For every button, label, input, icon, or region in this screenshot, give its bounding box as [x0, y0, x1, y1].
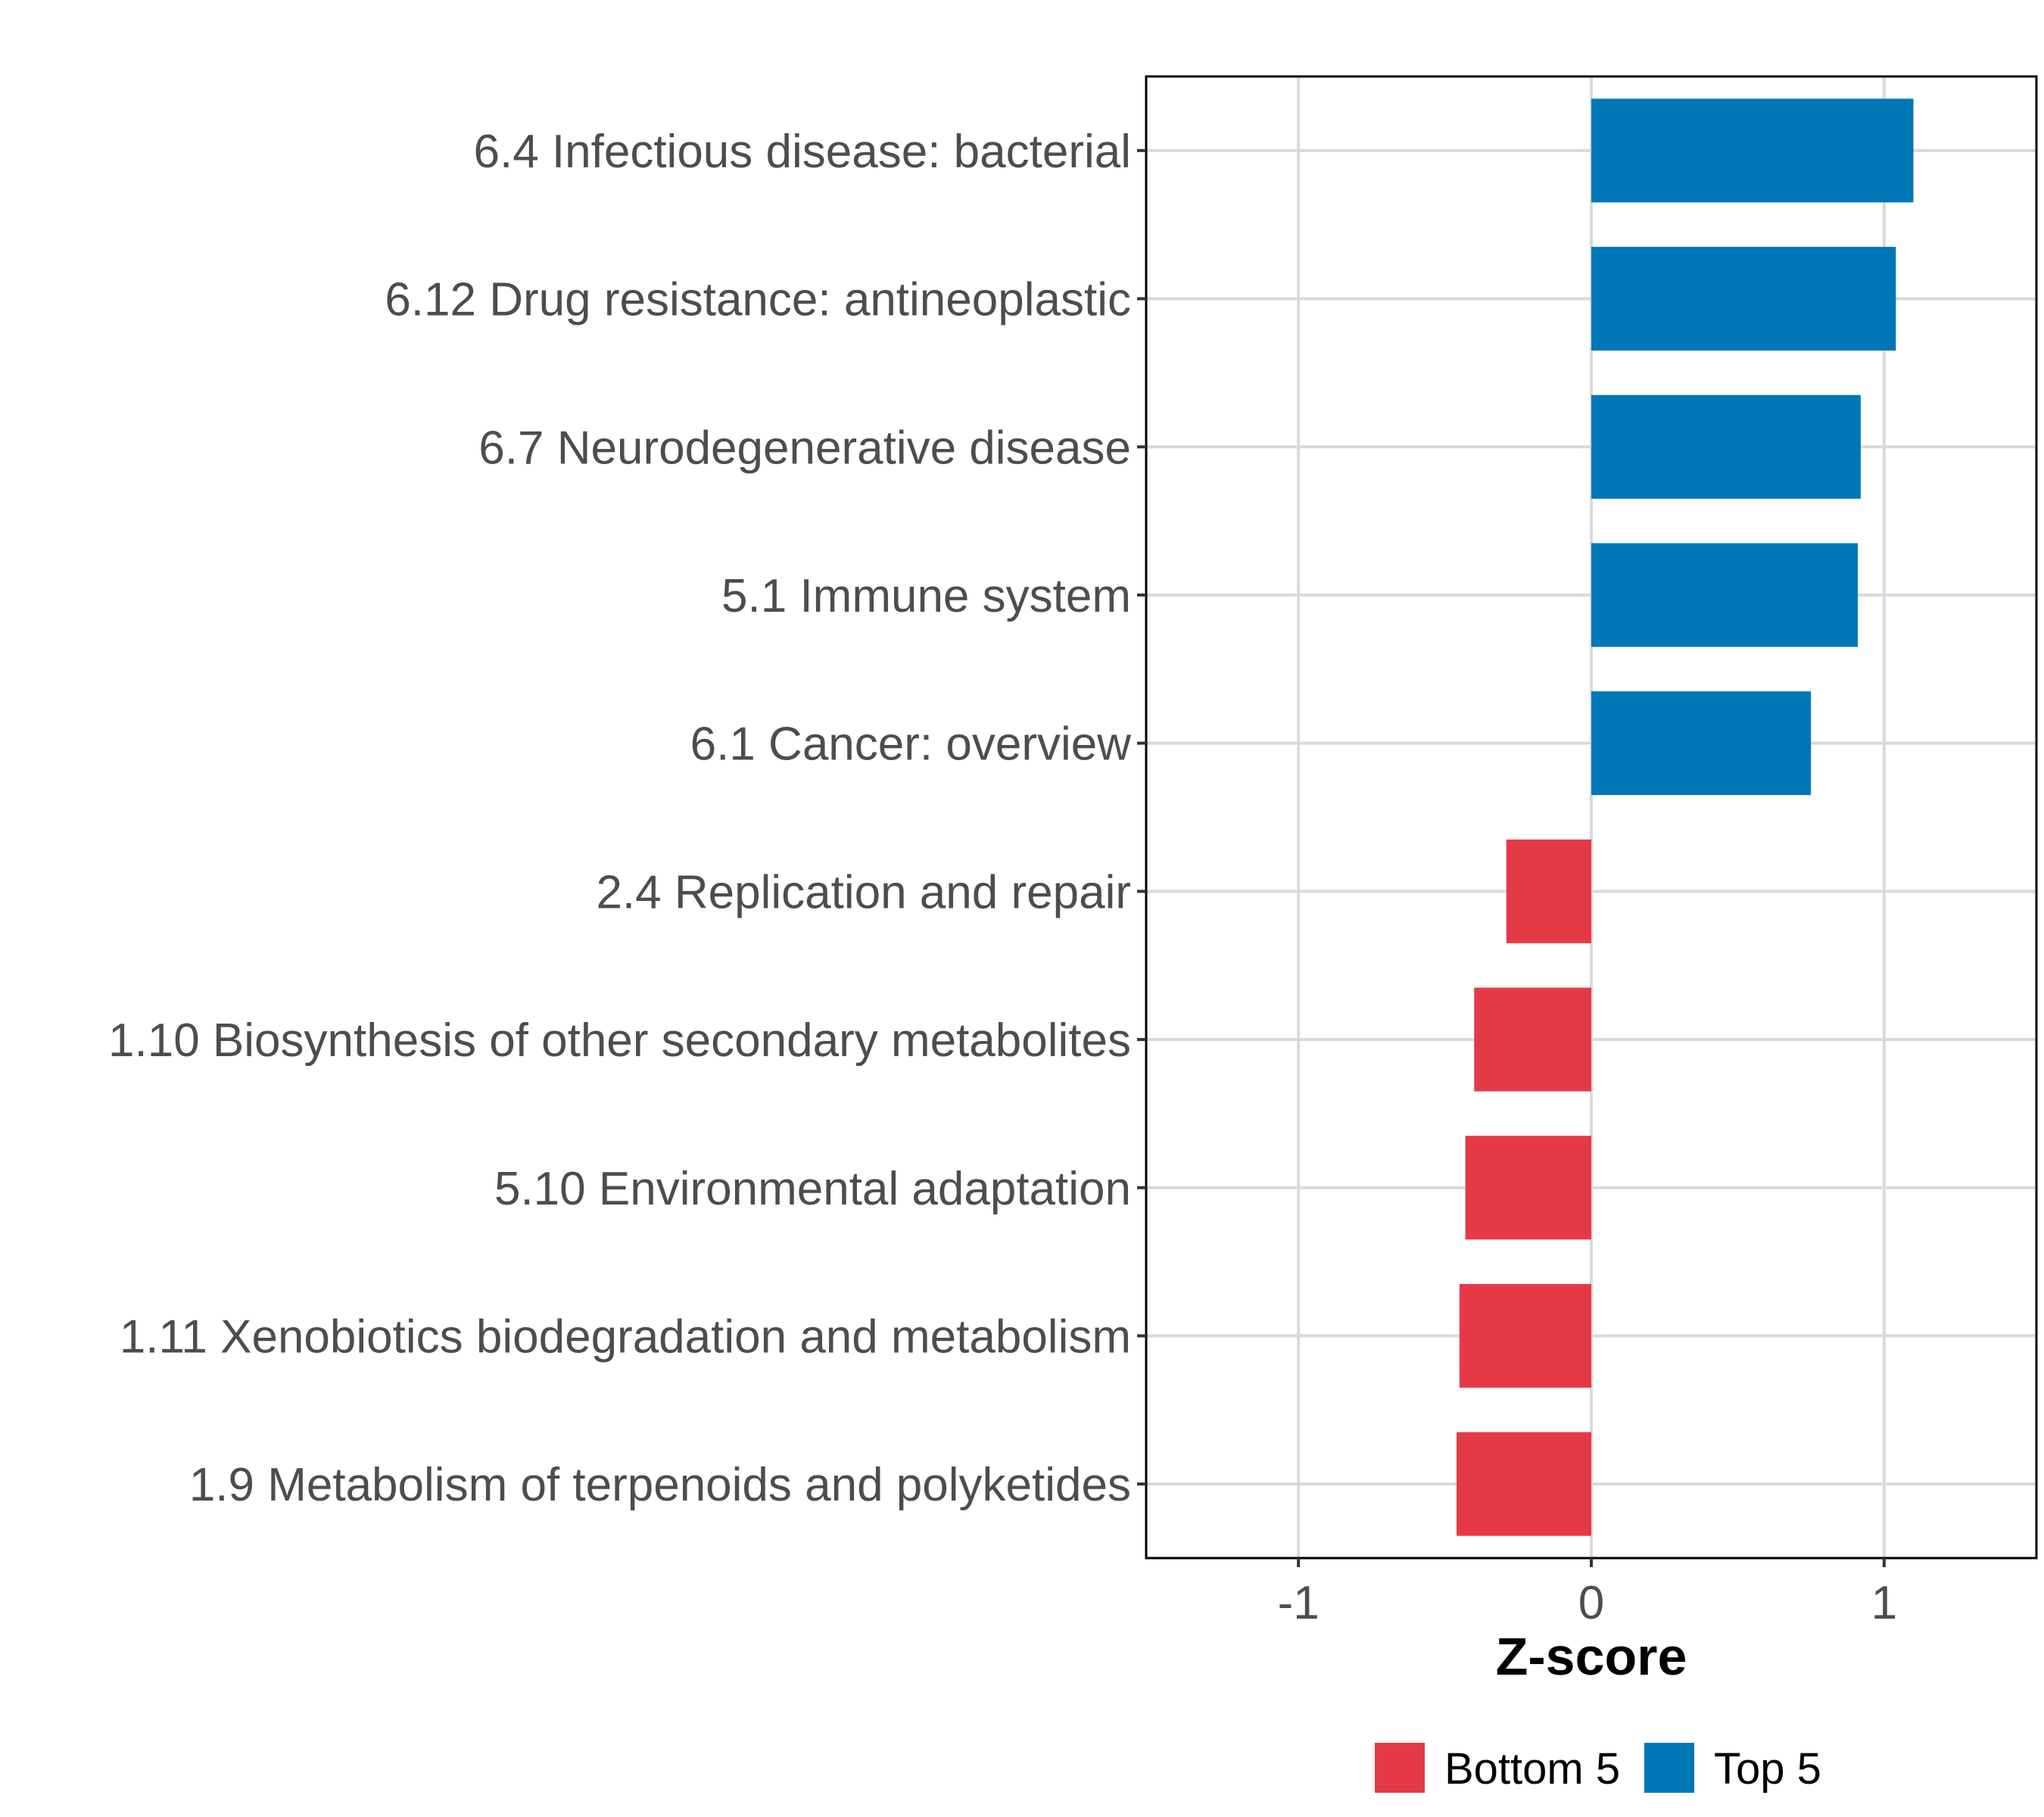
category-label: 5.10 Environmental adaptation: [494, 1163, 1131, 1215]
category-label: 6.7 Neurodegenerative disease: [478, 422, 1131, 474]
bar-6: [1506, 839, 1591, 943]
bar-8: [1465, 1136, 1591, 1240]
y-axis-ticks: 6.4 Infectious disease: bacterial 6.12 Dr…: [108, 126, 1146, 1511]
bar-5: [1591, 691, 1812, 796]
legend-key-1: [1375, 1743, 1425, 1793]
category-label: 1.11 Xenobiotics biodegradation and meta…: [120, 1311, 1131, 1363]
x-tick-label: -1: [1278, 1577, 1320, 1629]
category-label: 6.4 Infectious disease: bacterial: [473, 126, 1131, 178]
category-label: 5.1 Immune system: [721, 570, 1131, 622]
category-label: 1.10 Biosynthesis of other secondary met…: [108, 1014, 1131, 1067]
x-axis-title: Z-score: [1496, 1627, 1687, 1686]
x-tick-label: 1: [1871, 1577, 1897, 1629]
category-label: 6.12 Drug resistance: antineoplastic: [385, 274, 1131, 326]
bar-9: [1459, 1283, 1591, 1388]
bar-7: [1474, 987, 1591, 1092]
category-label: 2.4 Replication and repair: [596, 866, 1131, 918]
bar-10: [1457, 1432, 1591, 1536]
legend: Bottom 5 Top 5: [1375, 1743, 1821, 1794]
bar-3: [1591, 394, 1861, 499]
x-axis-ticks: -1 0 1: [1278, 1558, 1897, 1629]
bar-2: [1591, 247, 1896, 351]
legend-label: Bottom 5: [1444, 1744, 1620, 1794]
bar-1: [1591, 98, 1914, 203]
x-tick-label: 0: [1578, 1577, 1604, 1629]
bar-4: [1591, 543, 1859, 647]
category-label: 6.1 Cancer: overview: [690, 718, 1132, 771]
bars: [1457, 98, 1914, 1536]
legend-key-2: [1644, 1743, 1694, 1793]
legend-label: Top 5: [1714, 1744, 1821, 1794]
category-label: 1.9 Metabolism of terpenoids and polyket…: [189, 1459, 1131, 1511]
